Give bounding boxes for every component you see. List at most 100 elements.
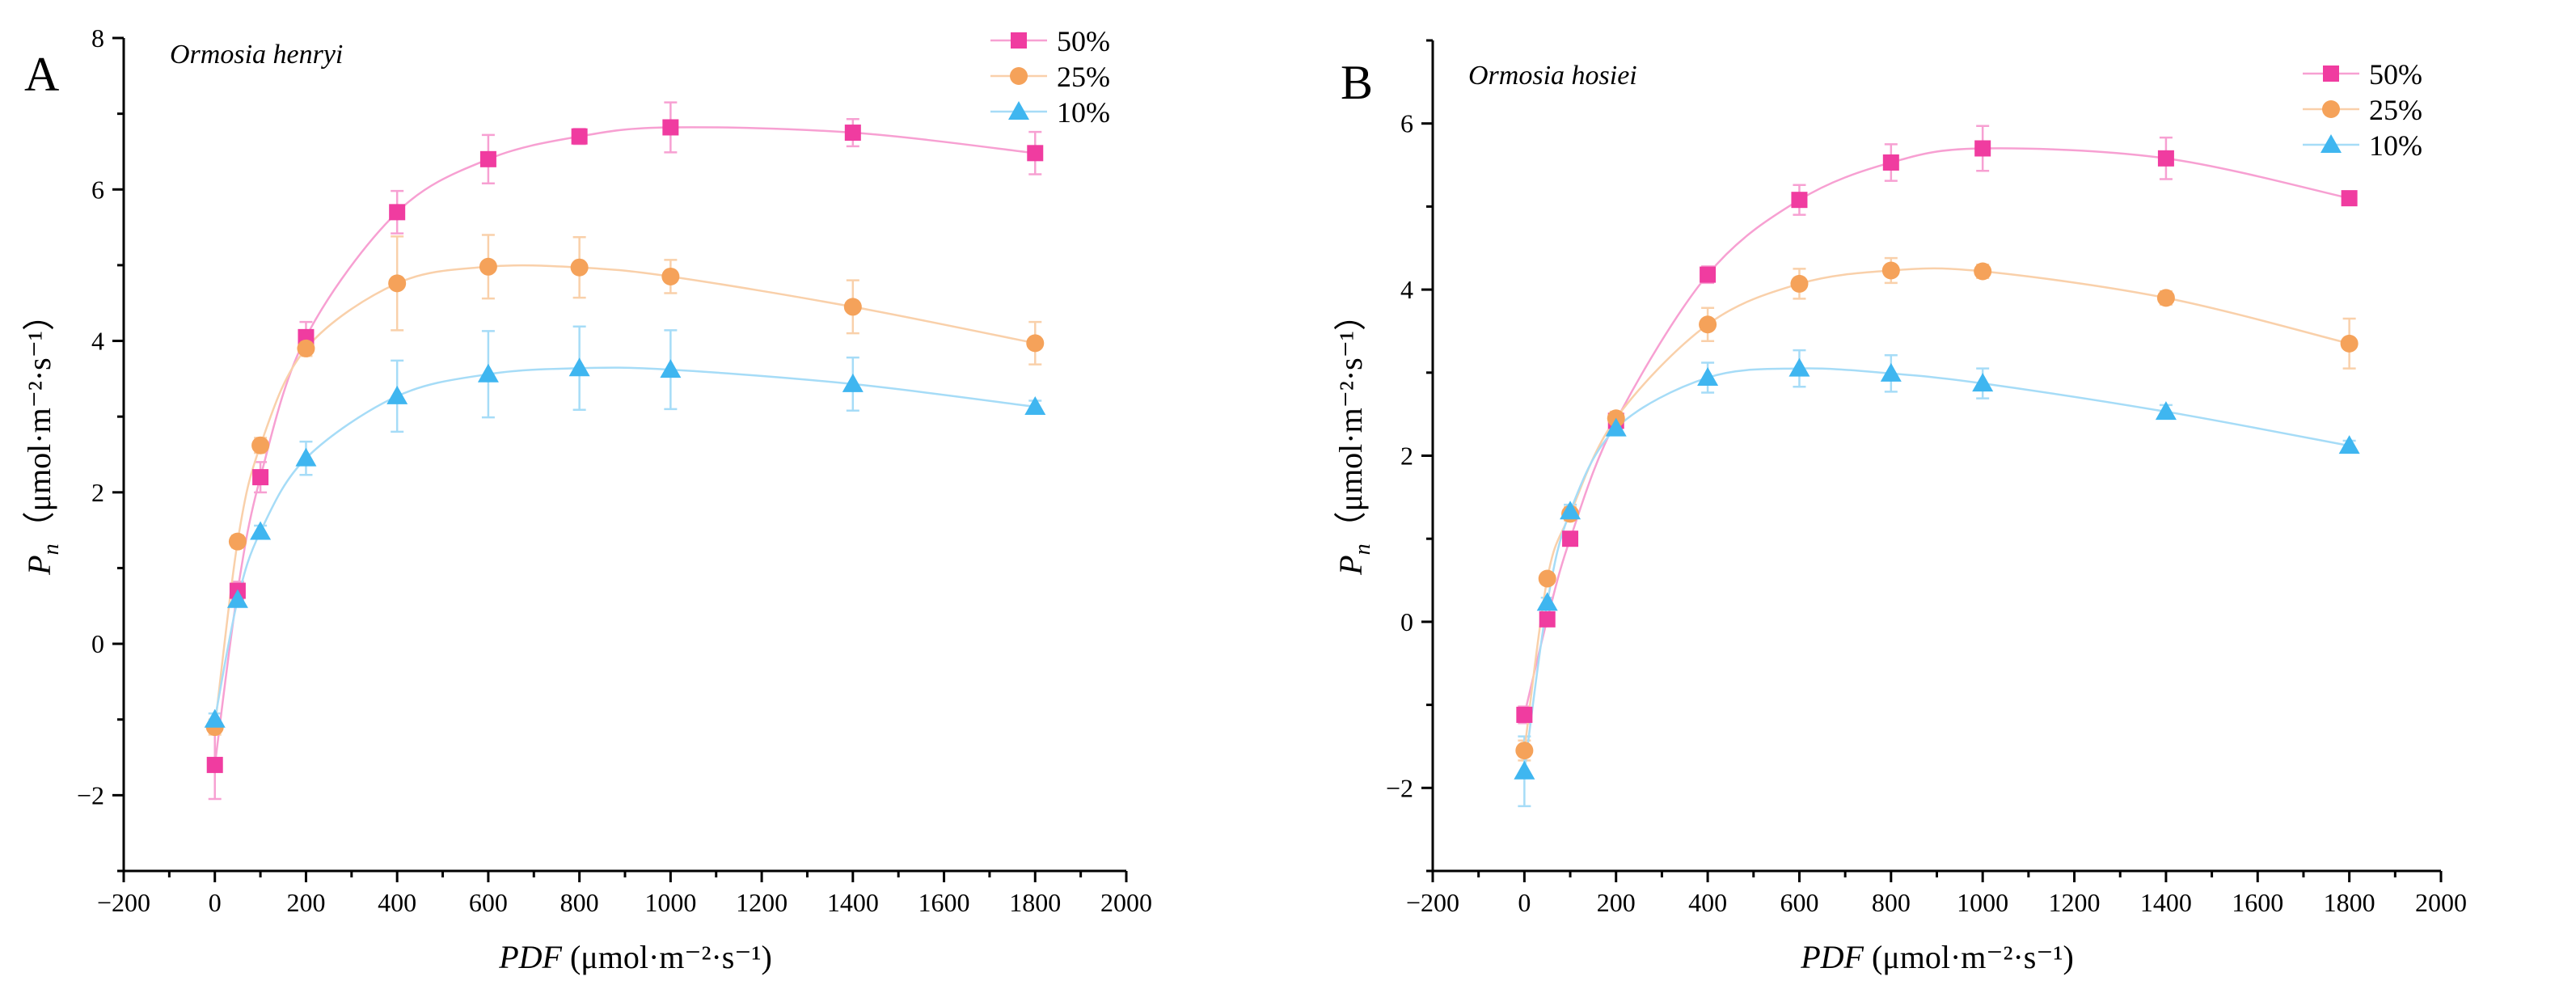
- legend-label-50%: 50%: [2369, 58, 2422, 91]
- data-point-10%: [1697, 366, 1719, 386]
- data-point-10%: [386, 385, 408, 404]
- series-markers-a: [204, 119, 1046, 773]
- series-line-10%: [1523, 367, 2350, 771]
- x-tick-label-a: 1400: [827, 888, 879, 917]
- data-point-25%: [251, 436, 270, 454]
- y-tick-label-a: 4: [91, 327, 104, 356]
- error-bars-b: [1518, 125, 2356, 808]
- y-axis-label-b: Pn（μmol·m⁻²·s⁻¹）: [1332, 298, 1375, 576]
- y-tick-label-b: 4: [1400, 275, 1413, 304]
- y-tick-label-a: 0: [91, 629, 104, 658]
- data-point-50%: [1562, 530, 1579, 547]
- data-point-10%: [204, 708, 226, 728]
- x-tick-label-a: 200: [286, 888, 325, 917]
- x-tick-label-a: 1800: [1009, 888, 1061, 917]
- x-tick-label-a: 0: [209, 888, 222, 917]
- data-point-10%: [1560, 501, 1581, 520]
- legend-label-50%: 50%: [1057, 25, 1110, 57]
- x-tick-label-a: 1200: [736, 888, 788, 917]
- data-point-25%: [1974, 262, 1992, 281]
- series-line-10%: [213, 366, 1036, 720]
- axes-b: −200 0 200 400 600 800 1000 1200 1400 1600 1800 200…: [1386, 39, 2467, 917]
- y-tick-label-b: 0: [1400, 607, 1413, 636]
- x-tick-label-b: 800: [1872, 888, 1911, 917]
- data-point-10%: [1536, 592, 1558, 611]
- data-point-25%: [661, 267, 680, 285]
- legend-label-10%: 10%: [1057, 96, 1110, 129]
- data-point-10%: [2155, 401, 2177, 421]
- data-point-10%: [250, 521, 272, 540]
- error-bars-a: [208, 101, 1042, 801]
- x-tick-label-b: 1400: [2140, 888, 2192, 917]
- x-tick-label-a: −200: [97, 888, 150, 917]
- x-axis-label-a: PDF (μmol·m⁻²·s⁻¹): [498, 939, 772, 975]
- data-point-50%: [1700, 266, 1717, 283]
- data-point-25%: [2156, 289, 2175, 307]
- data-point-25%: [570, 258, 589, 277]
- x-axis-label-b: PDF (μmol·m⁻²·s⁻¹): [1800, 939, 2074, 975]
- data-point-50%: [662, 119, 679, 136]
- data-point-10%: [2338, 435, 2360, 454]
- x-tick-label-b: −200: [1406, 888, 1459, 917]
- y-axis-label-a: Pn（μmol·m⁻²·s⁻¹）: [21, 298, 64, 576]
- data-point-50%: [252, 469, 269, 486]
- x-tick-label-b: 600: [1780, 888, 1818, 917]
- data-point-50%: [206, 756, 223, 773]
- legend-label-25%: 25%: [2369, 94, 2422, 126]
- data-point-50%: [571, 128, 588, 145]
- data-point-25%: [1515, 742, 1534, 760]
- data-point-25%: [1538, 569, 1556, 588]
- data-point-25%: [2340, 334, 2359, 353]
- data-point-10%: [660, 359, 682, 378]
- x-tick-label-b: 1000: [1957, 888, 2008, 917]
- data-point-10%: [1024, 396, 1046, 416]
- x-tick-label-b: 1600: [2232, 888, 2283, 917]
- data-point-25%: [388, 274, 407, 293]
- x-tick-label-a: 2000: [1100, 888, 1152, 917]
- data-point-25%: [1881, 261, 1900, 280]
- data-point-10%: [1605, 417, 1627, 437]
- panel-label-a: A: [24, 48, 59, 101]
- data-point-50%: [2341, 190, 2358, 207]
- x-tick-label-b: 0: [1518, 888, 1531, 917]
- legend-b: 50%25%10%: [2303, 58, 2422, 162]
- series-lines-a: [213, 126, 1036, 766]
- series-line-50%: [1523, 147, 2350, 716]
- data-point-50%: [1791, 192, 1808, 209]
- data-point-50%: [1516, 706, 1533, 723]
- x-tick-label-a: 1000: [644, 888, 696, 917]
- legend-a: 50% 25%10%: [990, 25, 1110, 129]
- series-line-25%: [1523, 267, 2350, 751]
- data-point-50%: [1974, 140, 1991, 157]
- series-markers-b: [1514, 140, 2360, 780]
- data-point-50%: [389, 204, 406, 221]
- data-point-50%: [479, 150, 496, 167]
- panel-b: B Ormosia hosiei −200 0 200 400 600 800 1000 12…: [1332, 39, 2467, 975]
- legend-marker-50%: [2323, 66, 2339, 82]
- legend-marker-50%: [1011, 32, 1027, 49]
- y-tick-label-a: −2: [77, 780, 104, 809]
- data-point-50%: [1539, 611, 1556, 628]
- data-point-50%: [1882, 154, 1899, 171]
- data-point-25%: [1790, 274, 1809, 293]
- data-point-25%: [479, 257, 497, 276]
- data-point-10%: [568, 357, 590, 377]
- data-point-10%: [226, 589, 248, 608]
- data-point-25%: [1699, 315, 1717, 334]
- y-tick-label-b: −2: [1386, 773, 1413, 802]
- data-point-25%: [297, 339, 315, 357]
- data-point-10%: [1788, 357, 1810, 377]
- data-point-10%: [842, 373, 864, 392]
- axes-a: −200 0 200 400 600 800 1000 1200 1400 1600 1800 200…: [77, 23, 1152, 917]
- data-point-25%: [1026, 334, 1045, 353]
- y-tick-label-a: 8: [91, 23, 104, 53]
- data-point-50%: [1027, 145, 1044, 162]
- legend-marker-25%: [2322, 100, 2340, 118]
- panel-a: A Ormosia henryi −200 0 200 400 600 800 1000 12…: [21, 23, 1152, 975]
- data-point-25%: [843, 298, 862, 316]
- x-tick-label-a: 800: [560, 888, 599, 917]
- x-tick-label-b: 2000: [2415, 888, 2467, 917]
- x-tick-label-a: 400: [378, 888, 416, 917]
- data-point-50%: [2157, 150, 2174, 167]
